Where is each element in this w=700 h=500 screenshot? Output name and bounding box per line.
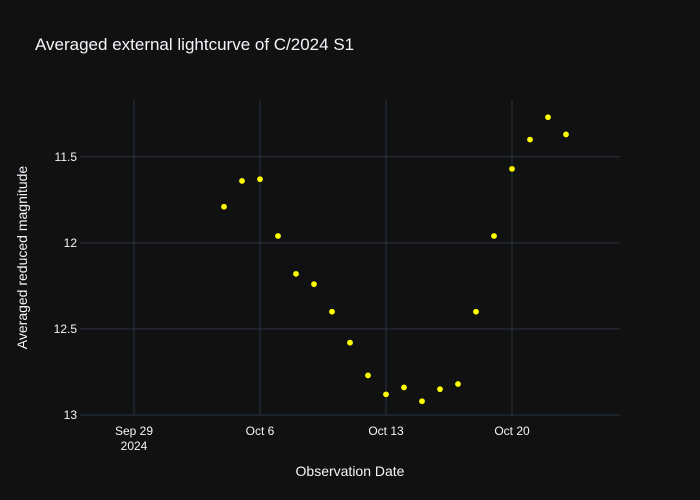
grid — [80, 100, 620, 416]
data-point — [436, 385, 444, 393]
data-point — [454, 380, 462, 388]
y-tick-label: 11.5 — [55, 150, 78, 164]
x-tick-sublabel: 2024 — [121, 439, 148, 453]
y-tick-label: 13 — [64, 408, 78, 422]
x-tick-label: Oct 6 — [246, 424, 275, 438]
data-point — [346, 339, 354, 347]
data-point — [364, 371, 372, 380]
y-tick-label: 12.5 — [54, 322, 78, 336]
data-point — [220, 203, 228, 211]
data-point — [490, 232, 498, 240]
data-point — [328, 308, 336, 316]
data-point — [238, 177, 246, 185]
x-tick-label: Oct 20 — [494, 424, 530, 438]
data-point — [256, 175, 264, 183]
data-point — [562, 130, 570, 139]
x-tick-label: Sep 29 — [115, 424, 153, 438]
data-point — [400, 383, 408, 392]
data-points — [220, 113, 570, 405]
y-tick-label: 12 — [64, 236, 78, 250]
data-point — [472, 308, 480, 316]
x-axis-title: Observation Date — [296, 463, 405, 479]
data-point — [310, 280, 318, 288]
y-axis-title: Averaged reduced magnitude — [14, 166, 30, 350]
data-point — [526, 135, 534, 144]
data-point — [544, 113, 552, 121]
x-tick-label: Oct 13 — [368, 424, 404, 438]
data-point — [508, 165, 516, 173]
data-point — [292, 270, 300, 278]
data-point — [274, 232, 282, 240]
chart-title: Averaged external lightcurve of C/2024 S… — [35, 35, 354, 54]
data-point — [382, 390, 390, 399]
data-point — [418, 397, 426, 405]
